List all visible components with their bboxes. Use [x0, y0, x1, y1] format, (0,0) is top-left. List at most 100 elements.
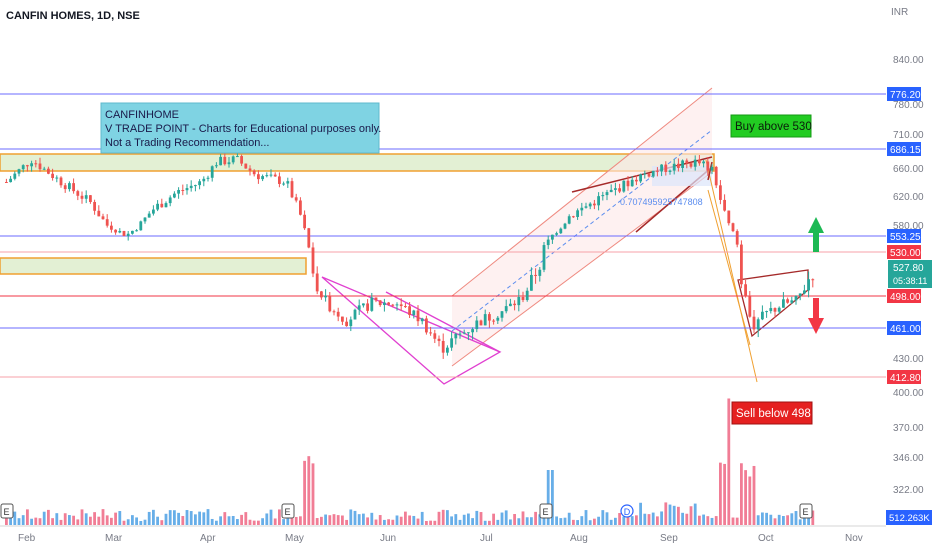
candle — [664, 164, 668, 172]
earnings-marker-label: E — [4, 507, 10, 517]
candle — [584, 206, 588, 208]
volume-bar — [223, 512, 227, 525]
price-tick: 840.00 — [893, 55, 924, 66]
candle — [156, 203, 159, 210]
volume-bar — [198, 511, 201, 525]
candle — [454, 333, 458, 339]
candle — [706, 161, 710, 171]
volume-bar — [756, 515, 760, 525]
candle — [349, 319, 353, 327]
candle — [286, 181, 290, 184]
candle — [93, 201, 96, 211]
volume-bar — [101, 509, 105, 525]
candle — [362, 303, 365, 306]
candle — [252, 170, 256, 175]
time-axis[interactable]: Feb Mar Apr May Jun Jul Aug Sep Oct Nov — [18, 533, 863, 544]
candle — [147, 213, 151, 218]
volume-bar — [458, 519, 462, 525]
month-label: Oct — [758, 533, 774, 544]
candle — [635, 179, 638, 182]
price-tick: 400.00 — [893, 388, 924, 399]
volume-bar — [219, 516, 222, 525]
volume-bar — [72, 515, 75, 525]
candle — [404, 306, 407, 308]
volume-bar — [135, 517, 138, 525]
candle — [420, 318, 424, 322]
volume-bar — [567, 512, 571, 525]
up-arrow-icon — [808, 217, 824, 252]
candle — [143, 217, 147, 222]
volume-bar — [803, 512, 806, 525]
candle — [38, 163, 42, 170]
candle — [378, 300, 382, 306]
level-badge — [887, 142, 921, 156]
candle — [727, 210, 731, 224]
volume-bar — [42, 511, 46, 525]
candle — [593, 203, 596, 206]
triangle-upper — [385, 291, 501, 353]
candle — [114, 229, 117, 233]
level-badge — [887, 289, 921, 303]
candle — [748, 295, 752, 317]
price-axis[interactable]: 840.00 780.00 710.00 660.00 620.00 580.00 430.… — [893, 55, 924, 496]
volume-bar — [672, 505, 676, 525]
candle — [555, 233, 558, 235]
candle — [320, 291, 323, 298]
candle — [395, 304, 399, 306]
volume-bar — [698, 515, 701, 525]
volume-bar — [773, 518, 777, 525]
candle — [189, 185, 193, 189]
volume-bar — [362, 513, 365, 525]
volume-bar — [685, 513, 689, 525]
candle — [542, 245, 546, 270]
candle — [702, 161, 705, 164]
candle — [609, 189, 613, 193]
volume-bar — [114, 512, 117, 525]
candle — [425, 318, 428, 333]
candle — [89, 195, 92, 202]
volume-bar — [299, 516, 302, 525]
candle — [399, 304, 403, 307]
volume-bar — [689, 506, 693, 525]
candle — [807, 279, 810, 291]
volume-bar — [357, 514, 361, 525]
candle — [118, 230, 122, 233]
channel-upper — [451, 87, 713, 297]
volume-bar — [143, 519, 147, 525]
volume-bar — [55, 513, 59, 525]
volume-bar — [769, 514, 773, 525]
candle — [588, 203, 592, 207]
level-badge-label: 686.15 — [890, 145, 921, 156]
month-label: Nov — [845, 533, 863, 544]
volume-bar — [202, 512, 206, 525]
candle — [740, 244, 743, 285]
candle — [441, 340, 445, 353]
level-badge — [887, 321, 921, 335]
volume-bar — [84, 513, 88, 525]
candle — [559, 228, 563, 234]
month-label: Jul — [480, 533, 493, 544]
level-badge-label: 498.00 — [890, 292, 921, 303]
volume-bar — [509, 519, 512, 525]
candle — [219, 156, 222, 166]
sell-callout-text: Sell below 498 — [736, 408, 811, 420]
volume-bar — [156, 516, 159, 525]
candle — [538, 269, 542, 276]
volume-bar — [328, 515, 332, 525]
candle — [261, 176, 264, 180]
volume-bar — [336, 515, 340, 525]
volume-bar — [576, 520, 579, 525]
volume-bar — [584, 510, 588, 525]
volume-bar — [282, 519, 285, 525]
candle — [63, 185, 67, 190]
volume-bar — [517, 518, 521, 525]
price-tick: 580.00 — [893, 221, 924, 232]
channel-mid — [451, 129, 713, 332]
volume-bar — [765, 512, 768, 525]
volume-bar — [504, 510, 508, 525]
volume-bar — [811, 510, 815, 525]
month-label: Feb — [18, 533, 36, 544]
down-channel-a — [705, 159, 758, 383]
